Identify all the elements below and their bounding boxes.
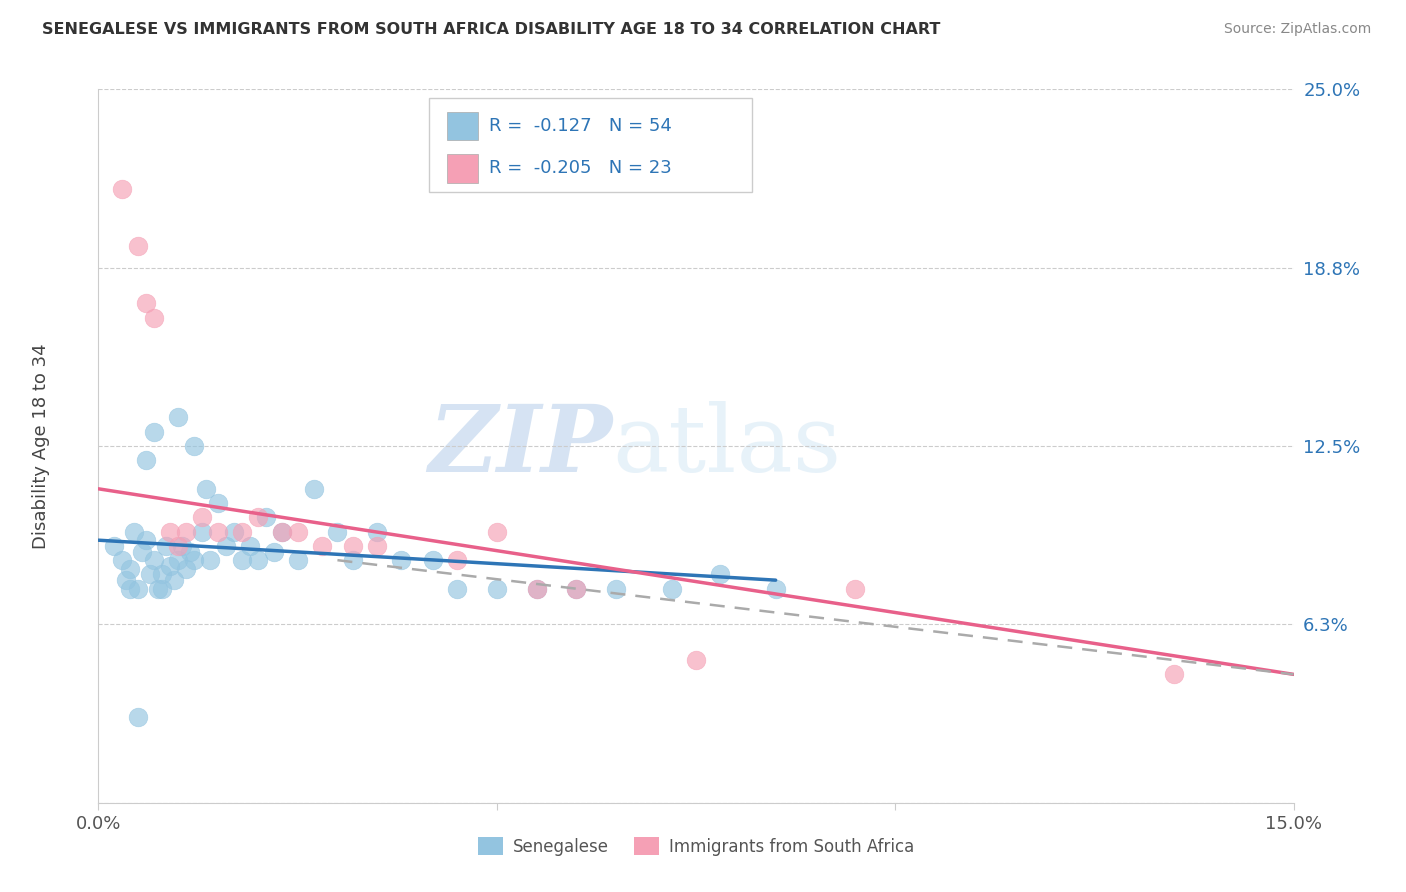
Point xyxy=(231,553,253,567)
Point xyxy=(215,539,238,553)
Point xyxy=(183,439,205,453)
Point xyxy=(270,524,292,539)
Point xyxy=(709,567,731,582)
Point xyxy=(135,453,157,467)
Point xyxy=(485,524,508,539)
Point xyxy=(198,553,221,567)
Point xyxy=(661,582,683,596)
Point xyxy=(191,524,214,539)
Point xyxy=(159,524,181,539)
Point xyxy=(342,539,364,553)
Point xyxy=(150,567,173,582)
Point xyxy=(195,482,218,496)
Point xyxy=(231,524,253,539)
Point xyxy=(183,553,205,567)
Point xyxy=(150,582,173,596)
Point xyxy=(565,582,588,596)
Point xyxy=(155,539,177,553)
Point xyxy=(120,562,142,576)
Point xyxy=(127,710,149,724)
Legend: Senegalese, Immigrants from South Africa: Senegalese, Immigrants from South Africa xyxy=(471,830,921,863)
Point xyxy=(172,539,194,553)
Point xyxy=(302,482,325,496)
Point xyxy=(239,539,262,553)
Text: R =  -0.127   N = 54: R = -0.127 N = 54 xyxy=(489,117,672,135)
Point xyxy=(143,553,166,567)
Text: ZIP: ZIP xyxy=(427,401,613,491)
Point xyxy=(103,539,125,553)
Point xyxy=(174,562,197,576)
Point xyxy=(207,496,229,510)
Point xyxy=(844,582,866,596)
Point xyxy=(135,533,157,548)
Point xyxy=(446,553,468,567)
Point xyxy=(127,239,149,253)
Point xyxy=(287,524,309,539)
Point xyxy=(174,524,197,539)
Point xyxy=(163,573,186,587)
Point xyxy=(139,567,162,582)
Point xyxy=(111,553,134,567)
Point xyxy=(246,553,269,567)
Text: Source: ZipAtlas.com: Source: ZipAtlas.com xyxy=(1223,22,1371,37)
Point xyxy=(1163,667,1185,681)
Point xyxy=(167,410,190,425)
Text: SENEGALESE VS IMMIGRANTS FROM SOUTH AFRICA DISABILITY AGE 18 TO 34 CORRELATION C: SENEGALESE VS IMMIGRANTS FROM SOUTH AFRI… xyxy=(42,22,941,37)
Point xyxy=(446,582,468,596)
Text: atlas: atlas xyxy=(613,401,842,491)
Point xyxy=(311,539,333,553)
Point xyxy=(422,553,444,567)
Point xyxy=(605,582,627,596)
Point xyxy=(246,510,269,524)
Point xyxy=(148,582,170,596)
Point xyxy=(366,539,388,553)
Point xyxy=(366,524,388,539)
Point xyxy=(179,544,201,558)
Point xyxy=(131,544,153,558)
Point xyxy=(127,582,149,596)
Point xyxy=(207,524,229,539)
Point xyxy=(526,582,548,596)
Point xyxy=(191,510,214,524)
Point xyxy=(115,573,138,587)
Point xyxy=(287,553,309,567)
Y-axis label: Disability Age 18 to 34: Disability Age 18 to 34 xyxy=(32,343,49,549)
Point xyxy=(135,296,157,310)
Point xyxy=(167,539,190,553)
Point xyxy=(222,524,245,539)
Point xyxy=(167,553,190,567)
Point xyxy=(111,182,134,196)
Point xyxy=(263,544,285,558)
Point xyxy=(124,524,146,539)
Point xyxy=(685,653,707,667)
Point xyxy=(342,553,364,567)
Point xyxy=(485,582,508,596)
Point xyxy=(254,510,277,524)
Point xyxy=(120,582,142,596)
Point xyxy=(389,553,412,567)
Point xyxy=(143,310,166,325)
Point xyxy=(270,524,292,539)
Point xyxy=(326,524,349,539)
Text: R =  -0.205   N = 23: R = -0.205 N = 23 xyxy=(489,160,672,178)
Point xyxy=(526,582,548,596)
Point xyxy=(143,425,166,439)
Point xyxy=(159,558,181,573)
Point xyxy=(565,582,588,596)
Point xyxy=(765,582,787,596)
